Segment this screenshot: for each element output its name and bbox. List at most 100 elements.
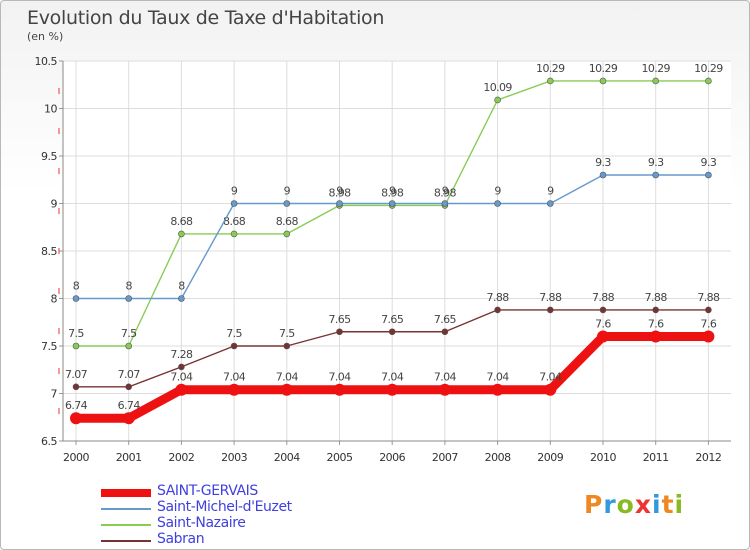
data-label: 8 — [178, 280, 185, 293]
x-tick-label: 2010 — [590, 451, 616, 464]
data-point — [388, 328, 396, 336]
y-tick-label: 7.5 — [41, 340, 57, 353]
data-point — [494, 306, 501, 314]
data-label: 9 — [284, 185, 291, 198]
data-point — [491, 383, 504, 396]
data-label: 7.88 — [592, 291, 615, 304]
data-point — [599, 77, 607, 85]
data-point — [441, 200, 449, 207]
data-label: 9 — [231, 185, 238, 198]
x-tick-label: 2008 — [485, 451, 511, 464]
data-label: 7.04 — [328, 371, 351, 384]
data-label: 7.04 — [223, 371, 246, 384]
data-label: 10.29 — [536, 62, 565, 75]
data-point — [280, 383, 293, 396]
data-label: 7.5 — [226, 327, 242, 340]
data-label: 7.88 — [487, 291, 510, 304]
x-tick-label: 2000 — [63, 451, 89, 464]
data-label: 7.5 — [68, 327, 84, 340]
y-tick-label: 8.5 — [41, 245, 57, 258]
data-label: 7.04 — [276, 371, 299, 384]
x-tick-label: 2012 — [695, 451, 721, 464]
x-tick-label: 2009 — [537, 451, 563, 464]
data-label: 8.98 — [328, 186, 351, 199]
data-label: 9 — [547, 185, 554, 198]
data-label: 10.29 — [589, 62, 618, 75]
data-label: 7.5 — [279, 327, 295, 340]
data-label: 7.04 — [434, 371, 457, 384]
data-point — [175, 383, 188, 396]
data-label: 8 — [73, 280, 80, 293]
data-label: 6.74 — [118, 399, 141, 412]
data-point — [702, 330, 715, 343]
data-point — [283, 342, 291, 350]
chart-subtitle: (en %) — [27, 30, 64, 43]
data-label: 7.04 — [487, 371, 510, 384]
data-label: 8.98 — [434, 186, 457, 199]
y-tick-label: 10.5 — [35, 55, 58, 68]
y-tick-label: 7 — [51, 388, 58, 401]
data-point — [336, 200, 343, 207]
data-label: 7.6 — [648, 318, 664, 331]
data-label: 8.68 — [170, 215, 193, 228]
data-label: 7.04 — [381, 371, 404, 384]
x-tick-label: 2007 — [432, 451, 458, 464]
x-tick-label: 2011 — [643, 451, 669, 464]
logo-letter: o — [616, 490, 635, 519]
y-tick-label: 10 — [44, 103, 57, 116]
x-tick-label: 2006 — [379, 451, 405, 464]
data-point — [705, 77, 712, 85]
data-label: 9.3 — [595, 156, 611, 169]
data-point — [72, 342, 80, 350]
legend-swatch — [101, 489, 151, 497]
legend-label: Sabran — [157, 531, 205, 547]
data-point — [283, 230, 291, 238]
data-point — [544, 383, 557, 396]
data-point — [546, 200, 554, 207]
data-label: 6.74 — [65, 399, 88, 412]
data-label: 7.5 — [121, 327, 137, 340]
data-point — [546, 306, 554, 314]
data-label: 7.04 — [539, 371, 562, 384]
logo-letter: r — [603, 490, 617, 519]
data-point — [494, 96, 501, 104]
data-label: 7.65 — [381, 313, 404, 326]
logo-letter: i — [674, 490, 685, 519]
data-label: 7.88 — [539, 291, 562, 304]
legend-label: Saint-Michel-d'Euzet — [157, 499, 292, 515]
data-label: 8.68 — [223, 215, 246, 228]
data-point — [333, 383, 346, 396]
data-label: 9.3 — [648, 156, 664, 169]
data-point — [388, 200, 396, 207]
y-tick-label: 6.5 — [41, 435, 57, 448]
data-point — [705, 306, 712, 314]
data-point — [72, 295, 80, 302]
data-label: 8.68 — [276, 215, 299, 228]
legend-label: Saint-Nazaire — [157, 515, 246, 531]
data-point — [599, 306, 607, 314]
data-point — [178, 363, 185, 371]
x-tick-label: 2004 — [274, 451, 300, 464]
data-label: 9.3 — [701, 156, 717, 169]
data-point — [70, 412, 82, 425]
data-label: 7.88 — [645, 291, 668, 304]
data-label: 9 — [442, 185, 449, 198]
data-label: 9 — [389, 185, 396, 198]
x-tick-label: 2002 — [168, 451, 194, 464]
data-point — [494, 200, 501, 207]
data-point — [599, 171, 607, 179]
data-label: 7.65 — [328, 313, 351, 326]
data-label: 10.29 — [641, 62, 670, 75]
data-point — [649, 330, 662, 343]
data-point — [122, 412, 135, 425]
logo-letter: x — [634, 490, 652, 519]
data-point — [230, 342, 238, 350]
data-label: 9 — [336, 185, 343, 198]
data-point — [441, 328, 449, 336]
legend-item: Saint-Michel-d'Euzet — [101, 499, 361, 517]
data-point — [178, 230, 185, 238]
data-label: 7.07 — [65, 368, 88, 381]
chart-title: Evolution du Taux de Taxe d'Habitation — [27, 7, 385, 29]
y-tick-label: 9 — [51, 198, 58, 211]
